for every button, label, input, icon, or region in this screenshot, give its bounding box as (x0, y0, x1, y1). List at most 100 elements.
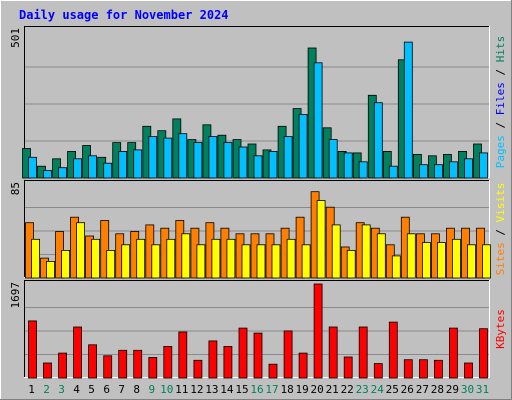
bar-sites-day-30 (467, 244, 476, 279)
bar-kbytes-day-11 (178, 331, 188, 379)
bar-sites-day-4 (76, 222, 85, 279)
bar-files-day-11 (178, 133, 188, 179)
x-tick-label-day-25: 25 (386, 383, 399, 396)
bar-sites-day-15 (241, 244, 251, 279)
bar-files-day-12 (193, 142, 203, 179)
bar-files-day-27 (418, 164, 428, 179)
panel-legend-label: KBytes (494, 309, 507, 349)
panel-hits-files-pages: 501 Pages / Files / Hits (9, 26, 507, 179)
x-tick-label-day-19: 19 (295, 383, 308, 396)
bar-sites-day-20 (316, 200, 326, 279)
bar-sites-day-29 (451, 238, 461, 279)
bar-files-day-30 (464, 158, 473, 179)
bar-files-day-25 (388, 165, 398, 179)
bar-sites-day-1 (31, 238, 40, 279)
bar-kbytes-day-10 (163, 345, 173, 379)
bar-sites-day-21 (331, 224, 341, 279)
bar-sites-day-5 (91, 238, 100, 279)
bar-kbytes-day-12 (193, 359, 203, 379)
bar-files-day-21 (328, 139, 338, 179)
x-axis: 1 2 3 4 5 6 7 8 9 10 11 12 13 14 15 16 17 18 19 20 21 22 23 24 2… (28, 383, 489, 396)
bar-files-day-22 (343, 152, 353, 179)
bar-files-day-20 (313, 62, 323, 179)
bar-files-day-15 (238, 146, 248, 179)
bar-kbytes-day-18 (283, 330, 293, 379)
bar-files-day-23 (358, 161, 368, 179)
legend-entry: / (494, 222, 507, 242)
bar-files-day-10 (163, 137, 173, 179)
chart-title: Daily usage for November 2024 (19, 8, 229, 22)
panel-legend-label: Pages / Files / Hits (494, 36, 507, 169)
bar-kbytes-day-3 (58, 352, 67, 379)
x-tick-label-day-13: 13 (205, 383, 218, 396)
bar-sites-day-31 (482, 244, 491, 279)
bar-kbytes-day-1 (28, 320, 37, 379)
bar-visits-day-6 (100, 220, 110, 279)
x-tick-label-day-5: 5 (88, 383, 95, 396)
bar-files-day-1 (28, 156, 37, 179)
bar-sites-day-16 (256, 244, 266, 279)
legend-entry: Pages (494, 135, 507, 168)
bar-sites-day-7 (121, 244, 131, 279)
x-tick-label-day-6: 6 (103, 383, 110, 396)
bar-files-day-17 (268, 150, 278, 179)
bar-kbytes-day-20 (313, 283, 323, 379)
x-tick-label-day-29: 29 (446, 383, 459, 396)
legend-entry: Files (494, 82, 507, 115)
x-tick-label-day-1: 1 (28, 383, 35, 396)
x-tick-label-day-8: 8 (133, 383, 140, 396)
bar-sites-day-10 (166, 238, 176, 279)
bar-sites-day-11 (181, 233, 191, 279)
bar-sites-day-22 (346, 249, 356, 279)
bar-kbytes-day-8 (133, 349, 143, 379)
bar-sites-day-13 (211, 238, 221, 279)
bar-sites-day-26 (406, 233, 416, 279)
bar-kbytes-day-24 (373, 363, 383, 379)
bar-kbytes-day-15 (238, 327, 248, 379)
x-tick-label-day-9: 9 (148, 383, 155, 396)
bar-files-day-9 (148, 136, 158, 179)
bar-files-day-19 (298, 114, 308, 179)
bar-sites-day-28 (436, 242, 446, 279)
ymax-label: 85 (9, 182, 22, 195)
bar-kbytes-day-4 (73, 326, 82, 379)
x-tick-label-day-12: 12 (190, 383, 203, 396)
bar-kbytes-day-14 (223, 345, 233, 379)
bar-files-day-3 (58, 167, 67, 179)
bar-kbytes-day-19 (298, 352, 308, 379)
bar-files-day-24 (373, 102, 383, 179)
bar-kbytes-day-2 (43, 362, 52, 379)
bar-sites-day-8 (136, 238, 146, 279)
x-tick-label-day-10: 10 (160, 383, 173, 396)
bar-files-day-14 (223, 142, 233, 179)
bar-files-day-7 (118, 150, 128, 179)
bar-files-day-6 (103, 162, 113, 179)
x-tick-label-day-23: 23 (356, 383, 369, 396)
bar-kbytes-day-6 (103, 355, 113, 379)
bar-sites-day-17 (271, 244, 281, 279)
bar-kbytes-day-17 (268, 363, 278, 379)
bar-kbytes-day-31 (479, 328, 488, 379)
bar-files-day-2 (43, 170, 52, 179)
x-tick-label-day-4: 4 (73, 383, 80, 396)
legend-entry: KBytes (494, 309, 507, 349)
bar-kbytes-day-30 (464, 362, 473, 379)
bar-sites-day-24 (376, 233, 386, 279)
chart-panels: 501 Pages / Files / Hits 85 Sites / Visits 1… (9, 26, 507, 379)
legend-entry: / (494, 62, 507, 82)
bar-sites-day-19 (301, 244, 311, 279)
x-tick-label-day-2: 2 (43, 383, 50, 396)
legend-entry: Hits (494, 36, 507, 63)
bar-kbytes-day-22 (343, 356, 353, 379)
legend-entry: / (494, 115, 507, 135)
bar-kbytes-day-28 (433, 359, 443, 379)
x-tick-label-day-20: 20 (310, 383, 323, 396)
bar-kbytes-day-26 (403, 359, 413, 379)
x-tick-label-day-16: 16 (250, 383, 263, 396)
legend-entry: Visits (494, 183, 507, 223)
x-tick-label-day-11: 11 (175, 383, 188, 396)
bar-files-day-13 (208, 136, 218, 179)
bar-kbytes-day-9 (148, 357, 158, 379)
bar-kbytes-day-23 (358, 326, 368, 379)
